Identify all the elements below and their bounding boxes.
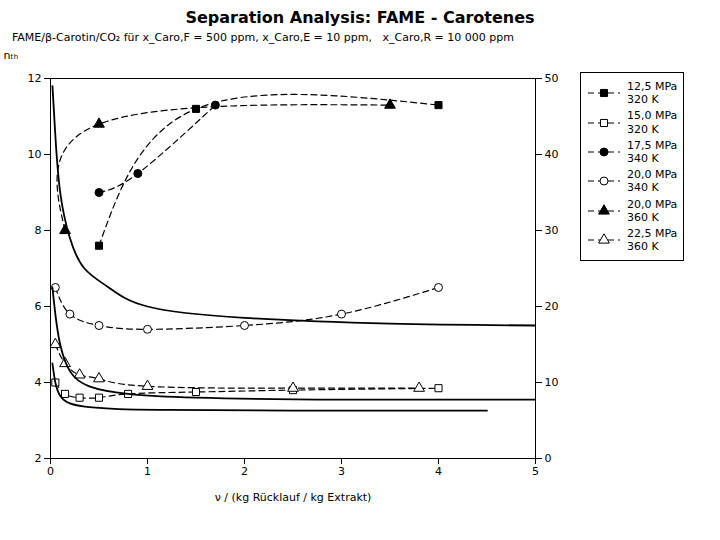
svg-text:10: 10 <box>28 148 42 161</box>
svg-text:ν / (kg Rücklauf / kg Extrakt): ν / (kg Rücklauf / kg Extrakt) <box>215 491 372 504</box>
svg-text:12: 12 <box>28 72 42 85</box>
svg-text:nₜₕ: nₜₕ <box>4 49 19 62</box>
svg-text:0: 0 <box>47 465 54 478</box>
svg-text:6: 6 <box>35 300 42 313</box>
svg-text:2: 2 <box>35 452 42 465</box>
svg-text:20: 20 <box>545 300 559 313</box>
svg-text:5: 5 <box>532 465 539 478</box>
html-text:17,5 MPa 340 K: 17,5 MPa 340 K <box>627 138 678 165</box>
svg-text:1: 1 <box>144 465 151 478</box>
html-text:20,0 MPa 360 K: 20,0 MPa 360 K <box>627 197 678 224</box>
svg-text:30: 30 <box>545 224 559 237</box>
html-text:22,5 MPa 360 K: 22,5 MPa 360 K <box>627 226 678 254</box>
html-text:12,5 MPa 320 K: 12,5 MPa 320 K <box>627 80 678 107</box>
svg-text:4: 4 <box>35 376 42 389</box>
svg-text:40: 40 <box>545 148 559 161</box>
svg-text:50: 50 <box>545 72 559 85</box>
svg-text:10: 10 <box>545 376 559 389</box>
html-text:FAME/β-Carotin/CO₂ für x_Caro,: FAME/β-Carotin/CO₂ für x_Caro,F = 500 pp… <box>12 31 514 44</box>
html-text:20,0 MPa 340 K: 20,0 MPa 340 K <box>627 168 678 195</box>
html-text:Separation Analysis: FAME - Ca: Separation Analysis: FAME - Carotenes <box>185 8 535 27</box>
svg-text:0: 0 <box>545 452 552 465</box>
svg-text:4: 4 <box>435 465 442 478</box>
svg-text:2: 2 <box>241 465 248 478</box>
svg-text:3: 3 <box>338 465 345 478</box>
svg-text:8: 8 <box>35 224 42 237</box>
html-text:15,0 MPa 320 K: 15,0 MPa 320 K <box>627 109 678 136</box>
